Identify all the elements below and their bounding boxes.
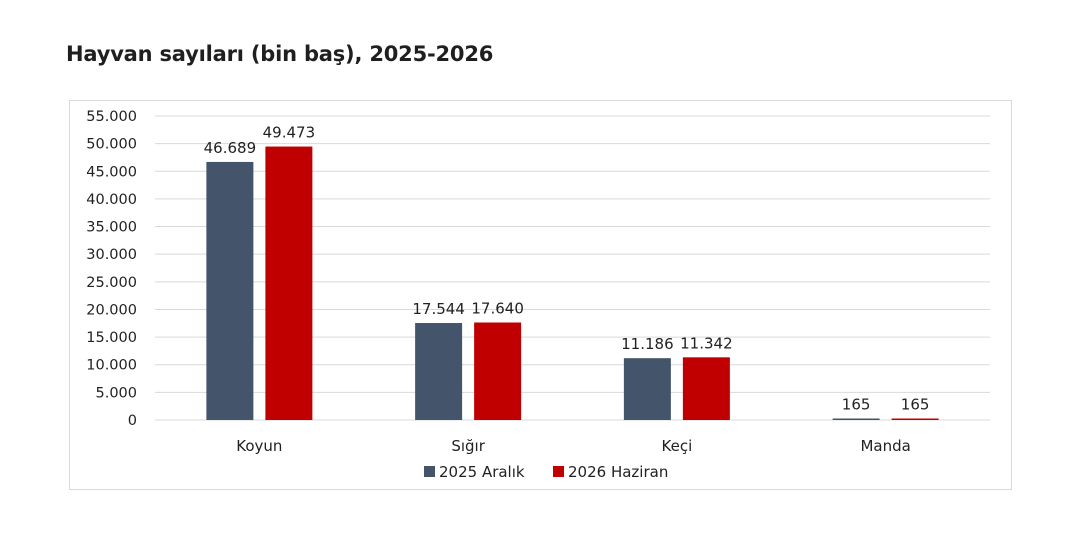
y-tick-label: 0 — [128, 413, 137, 429]
bar — [891, 418, 939, 420]
y-tick-label: 5.000 — [95, 385, 137, 401]
data-labels: 46.689 49.473 17.544 17.640 11.186 11.342 165 1… — [204, 124, 930, 414]
y-tick-label: 50.000 — [86, 137, 137, 153]
bar — [623, 358, 671, 420]
chart-title: Hayvan sayıları (bin baş), 2025-2026 — [66, 42, 494, 66]
y-tick-label: 20.000 — [86, 302, 137, 318]
data-label: 49.473 — [263, 124, 316, 142]
y-tick-label: 25.000 — [86, 275, 137, 291]
data-label: 11.186 — [621, 335, 674, 353]
bar — [415, 323, 463, 420]
data-label: 46.689 — [204, 139, 257, 157]
bar — [832, 418, 880, 420]
bar — [682, 357, 730, 420]
data-label: 165 — [901, 396, 930, 414]
y-tick-label: 40.000 — [86, 192, 137, 208]
legend: 2025 Aralık 2026 Haziran — [424, 463, 668, 481]
category-label: Manda — [860, 437, 910, 455]
y-tick-label: 30.000 — [86, 247, 137, 263]
y-axis-ticks: 0 5.000 10.000 15.000 20.000 25.000 30.000 35.0… — [86, 109, 137, 429]
bar — [265, 146, 313, 420]
bar — [206, 161, 254, 420]
data-label: 17.544 — [412, 300, 465, 318]
data-label: 11.342 — [680, 334, 733, 352]
y-tick-label: 45.000 — [86, 164, 137, 180]
legend-label: 2025 Aralık — [439, 463, 525, 481]
x-axis-categories: Koyun Sığır Keçi Manda — [236, 437, 911, 455]
y-tick-label: 55.000 — [86, 109, 137, 125]
y-tick-label: 10.000 — [86, 358, 137, 374]
data-label: 165 — [842, 396, 871, 414]
category-label: Koyun — [236, 437, 282, 455]
y-tick-label: 15.000 — [86, 330, 137, 346]
bar — [474, 322, 522, 420]
legend-label: 2026 Haziran — [568, 463, 668, 481]
data-label: 17.640 — [471, 299, 524, 317]
legend-swatch — [553, 466, 564, 477]
bars — [206, 146, 939, 420]
category-label: Keçi — [662, 437, 693, 455]
legend-swatch — [424, 466, 435, 477]
chart-frame — [69, 100, 1012, 490]
category-label: Sığır — [451, 437, 485, 455]
y-tick-label: 35.000 — [86, 220, 137, 236]
